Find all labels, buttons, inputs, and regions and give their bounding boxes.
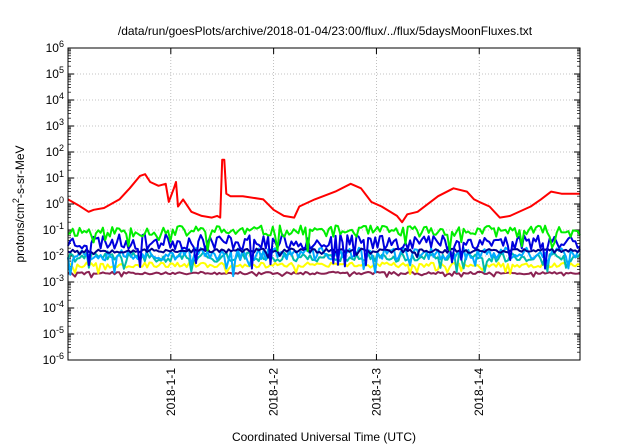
y-tick-exponent: -6 bbox=[56, 351, 64, 361]
y-tick-label: 10-5 bbox=[43, 325, 64, 341]
y-tick-label: 101 bbox=[46, 169, 64, 185]
y-tick-label: 105 bbox=[46, 65, 64, 81]
y-tick-base: 10 bbox=[46, 145, 60, 159]
y-tick-label: 103 bbox=[46, 117, 64, 133]
series-line bbox=[67, 233, 581, 270]
y-tick-exponent: 3 bbox=[59, 117, 64, 127]
plot-frame bbox=[67, 47, 581, 361]
y-tick-base: 10 bbox=[43, 327, 57, 341]
y-axis-label-main: protons/cm bbox=[13, 203, 27, 262]
y-tick-label: 106 bbox=[46, 39, 64, 55]
series-line bbox=[67, 270, 581, 279]
y-axis-label-superscript: 2 bbox=[11, 198, 21, 203]
y-tick-labels: 10-610-510-410-310-210-11001011021031041… bbox=[43, 39, 64, 367]
data-series bbox=[67, 158, 581, 279]
y-tick-label: 102 bbox=[46, 143, 64, 159]
y-tick-exponent: -3 bbox=[56, 273, 64, 283]
x-tick-labels: 2018-1-1 2018-1-2 2018-1-3 2018-1-4 bbox=[164, 368, 486, 416]
y-tick-label: 10-4 bbox=[43, 299, 64, 315]
y-tick-exponent: 4 bbox=[59, 91, 64, 101]
series-line bbox=[67, 261, 581, 275]
y-tick-base: 10 bbox=[43, 249, 57, 263]
y-axis-label: protons/cm2-s-sr-MeV bbox=[11, 145, 27, 262]
y-tick-base: 10 bbox=[46, 41, 60, 55]
series-line bbox=[67, 247, 581, 259]
y-tick-base: 10 bbox=[43, 353, 57, 367]
series-line bbox=[67, 224, 581, 252]
y-tick-exponent: -5 bbox=[56, 325, 64, 335]
y-tick-label: 10-6 bbox=[43, 351, 64, 367]
x-axis-label: Coordinated Universal Time (UTC) bbox=[232, 430, 416, 444]
y-tick-exponent: 6 bbox=[59, 39, 64, 49]
y-tick-base: 10 bbox=[46, 67, 60, 81]
x-tick-label: 2018-1-1 bbox=[164, 368, 178, 416]
y-tick-label: 10-1 bbox=[43, 221, 64, 237]
y-tick-label: 100 bbox=[46, 195, 64, 211]
y-tick-exponent: -2 bbox=[56, 247, 64, 257]
grid-lines bbox=[68, 48, 580, 360]
chart-title: /data/run/goesPlots/archive/2018-01-04/2… bbox=[118, 24, 533, 38]
y-tick-label: 10-3 bbox=[43, 273, 64, 289]
y-tick-exponent: 1 bbox=[59, 169, 64, 179]
series-line bbox=[67, 158, 580, 224]
y-tick-label: 104 bbox=[46, 91, 64, 107]
y-tick-base: 10 bbox=[43, 223, 57, 237]
y-tick-base: 10 bbox=[46, 119, 60, 133]
y-tick-exponent: -1 bbox=[56, 221, 64, 231]
y-tick-label: 10-2 bbox=[43, 247, 64, 263]
x-tick-label: 2018-1-3 bbox=[369, 368, 383, 416]
y-axis-label-units: -s-sr-MeV bbox=[13, 145, 27, 198]
y-tick-exponent: 2 bbox=[59, 143, 64, 153]
y-tick-base: 10 bbox=[46, 171, 60, 185]
x-tick-label: 2018-1-4 bbox=[472, 368, 486, 416]
y-tick-base: 10 bbox=[46, 197, 60, 211]
y-tick-exponent: -4 bbox=[56, 299, 64, 309]
y-tick-base: 10 bbox=[43, 301, 57, 315]
y-tick-base: 10 bbox=[43, 275, 57, 289]
series-line bbox=[67, 246, 581, 278]
y-tick-exponent: 0 bbox=[59, 195, 64, 205]
x-tick-label: 2018-1-2 bbox=[267, 368, 281, 416]
y-tick-base: 10 bbox=[46, 93, 60, 107]
y-tick-exponent: 5 bbox=[59, 65, 64, 75]
